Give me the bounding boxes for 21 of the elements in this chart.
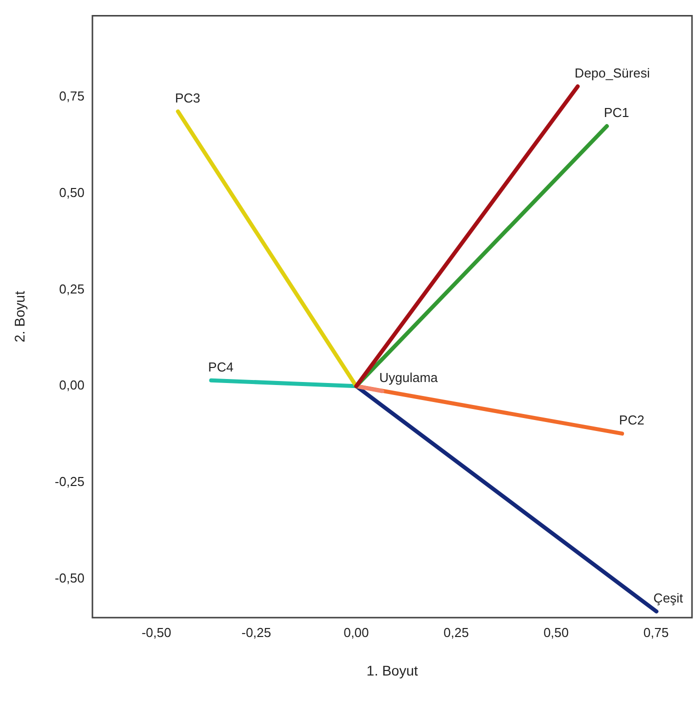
x-tick-label: 0,00 [344,624,369,640]
y-tick-label: 0,75 [59,88,84,104]
x-axis-title: 1. Boyut [366,662,418,678]
x-tick-label: -0,50 [142,624,172,640]
series-label: PC3 [174,90,200,106]
y-tick-label: -0,25 [54,474,84,490]
y-tick-label: -0,50 [54,570,84,586]
x-tick-label: 0,75 [643,624,669,640]
series-label: PC4 [208,359,234,374]
y-axis-title: 2. Boyut [11,290,28,342]
y-tick-label: 0,50 [59,184,84,200]
x-tick-label: 0,50 [543,624,569,640]
series-label: PC1 [604,105,630,120]
x-tick-label: 0,25 [444,624,469,640]
y-tick-label: 0,00 [59,378,84,393]
series-label: Depo_Süresi [574,65,650,80]
y-tick-label: 0,25 [59,281,84,296]
series-label: Çeşit [653,590,684,606]
x-tick-label: -0,25 [241,624,272,640]
series-label: Uygulama [379,370,439,386]
series-label: PC2 [619,412,644,428]
